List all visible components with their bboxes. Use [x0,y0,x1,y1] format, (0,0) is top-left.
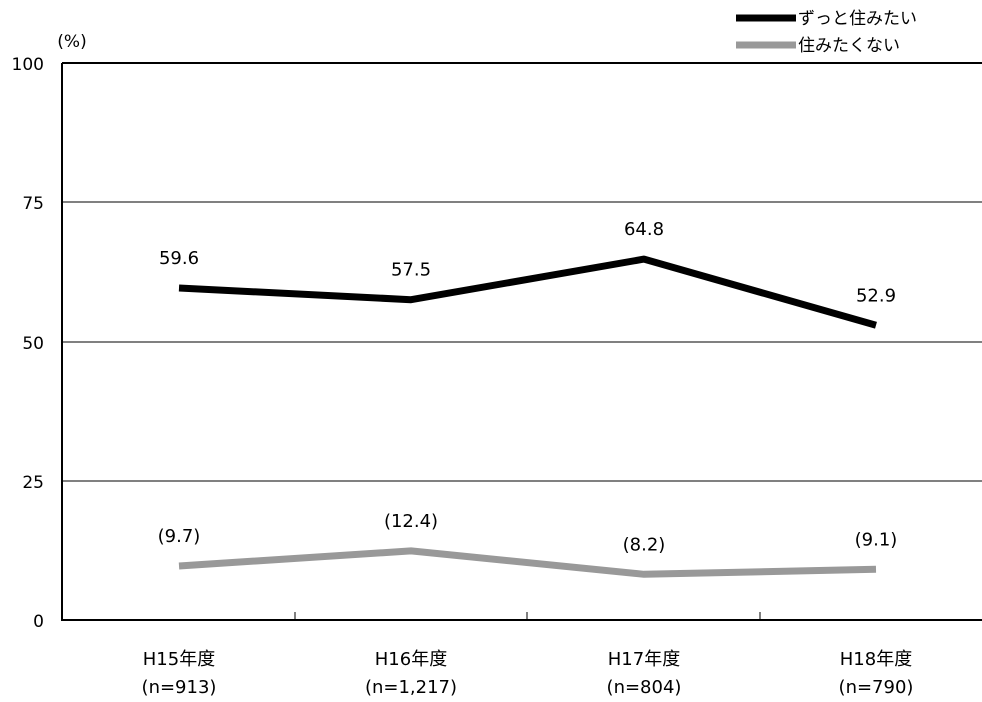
y-tick-label-100: 100 [12,55,44,75]
data-label-s2-h16: (12.4) [384,511,438,532]
data-label-s1-h16: 57.5 [391,260,431,281]
x-axis-ticks [294,612,761,620]
y-tick-label-25: 25 [22,473,44,493]
x-category-sublabel-4: (n=790) [839,677,914,698]
series-line-sumitakunai [178,547,877,578]
x-category-sublabel-3: (n=804) [607,677,682,698]
data-labels: 59.6 57.5 64.8 52.9 (9.7) (12.4) (8.2) (… [158,219,898,555]
x-category-sublabel-1: (n=913) [142,677,217,698]
x-category-label-2: H16年度 [375,649,447,670]
y-tick-label-0: 0 [33,612,44,632]
y-tick-labels: 0 25 50 75 100 [12,55,44,632]
y-tick-label-75: 75 [22,194,44,214]
y-tick-label-50: 50 [22,334,44,354]
x-category-sublabel-2: (n=1,217) [365,677,457,698]
legend-label-zutto-sumitai: ずっと住みたい [798,9,917,29]
x-category-label-3: H17年度 [608,649,680,670]
data-label-s2-h17: (8.2) [623,534,666,555]
legend-label-sumitakunai: 住みたくない [798,36,900,56]
data-label-s1-h15: 59.6 [159,248,199,269]
data-label-s1-h18: 52.9 [856,285,896,306]
data-label-s1-h17: 64.8 [624,219,664,240]
data-label-s2-h15: (9.7) [158,526,201,547]
data-label-s2-h18: (9.1) [855,529,898,550]
y-unit-label: (%) [57,32,86,52]
x-category-label-1: H15年度 [143,649,215,670]
gridlines [62,201,982,482]
legend: ずっと住みたい 住みたくない [736,9,917,56]
x-category-label-4: H18年度 [840,649,912,670]
series-line-zutto-sumitai [178,255,877,329]
x-category-labels: H15年度 (n=913) H16年度 (n=1,217) H17年度 (n=8… [142,649,914,698]
